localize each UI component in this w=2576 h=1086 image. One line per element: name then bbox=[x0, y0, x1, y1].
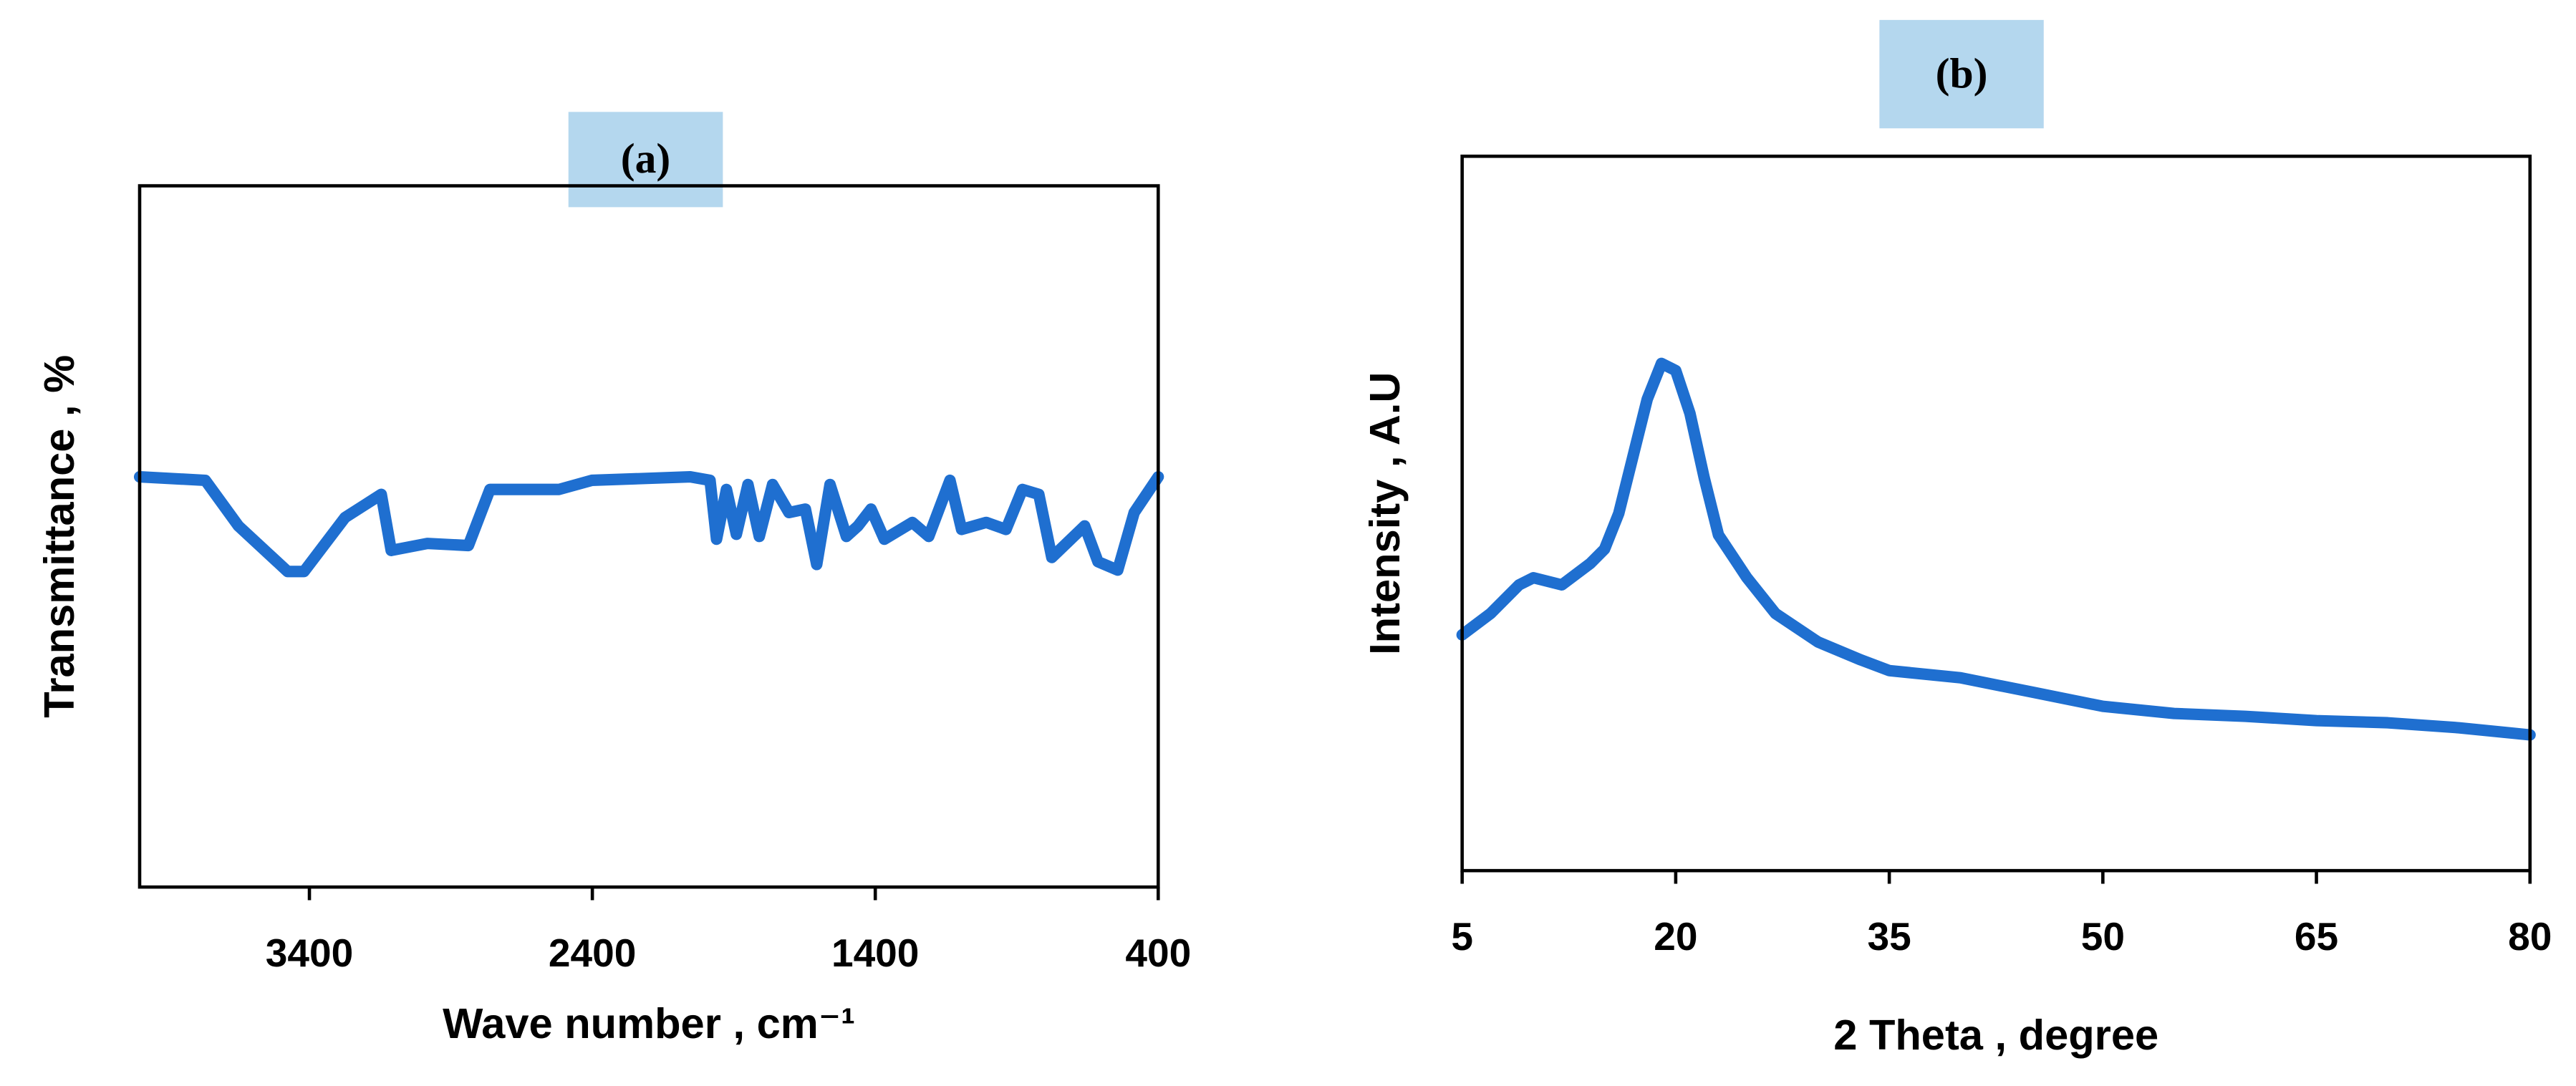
x-tick-label: 2400 bbox=[549, 931, 636, 975]
x-tick-label: 1400 bbox=[831, 931, 919, 975]
title-box bbox=[1879, 19, 2044, 129]
x-tick-label: 400 bbox=[1125, 931, 1191, 975]
y-axis-label: Transmittance , % bbox=[35, 355, 83, 718]
data-line bbox=[133, 471, 1164, 578]
x-tick-label: 50 bbox=[2081, 914, 2125, 959]
chart-title: (a) bbox=[621, 135, 671, 182]
x-axis-label: 2 Theta , degree bbox=[1833, 1011, 2158, 1059]
y-axis-label: Intensity , A.U bbox=[1361, 372, 1409, 655]
x-tick-label: 5 bbox=[1451, 914, 1473, 959]
title-box bbox=[568, 112, 723, 208]
x-tick-label: 35 bbox=[1867, 914, 1911, 959]
plot-frame bbox=[1460, 154, 2532, 873]
x-tick-label: 3400 bbox=[266, 931, 353, 975]
x-tick-label: 80 bbox=[2508, 914, 2552, 959]
x-tick-label: 20 bbox=[1654, 914, 1697, 959]
x-tick-label: 65 bbox=[2295, 914, 2338, 959]
chart-title: (b) bbox=[1936, 49, 1988, 97]
x-axis-label: Wave number , cm⁻¹ bbox=[443, 999, 855, 1047]
data-line bbox=[1456, 357, 2536, 741]
plot-frame bbox=[138, 184, 1160, 889]
